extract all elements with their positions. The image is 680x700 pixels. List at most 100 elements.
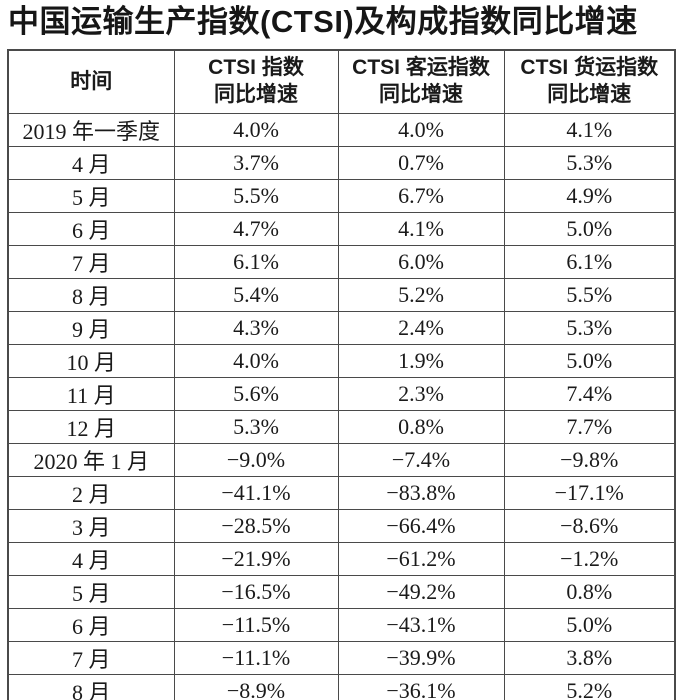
cell-freight-growth: 5.3% [503, 311, 676, 345]
cell-freight-growth: 4.1% [503, 113, 676, 147]
column-header-line2: 同比增速 [214, 83, 298, 106]
cell-freight-growth: 7.4% [503, 377, 676, 411]
table-row: 5 月 5.5% 6.7% 4.9% [7, 179, 676, 213]
cell-time: 10 月 [7, 344, 175, 378]
cell-passenger-growth: −66.4% [337, 509, 505, 543]
column-header-line1: CTSI 指数 [208, 56, 304, 80]
cell-freight-growth: 5.3% [503, 146, 676, 180]
column-header-line1: CTSI 客运指数 [352, 56, 490, 80]
cell-ctsi-growth: 5.4% [173, 278, 339, 312]
page-title: 中国运输生产指数(CTSI)及构成指数同比增速 [8, 4, 638, 39]
cell-passenger-growth: −7.4% [337, 443, 505, 477]
cell-time: 6 月 [7, 212, 175, 246]
cell-passenger-growth: −43.1% [337, 608, 505, 642]
cell-ctsi-growth: 6.1% [173, 245, 339, 279]
table-header-row: 时间 CTSI 指数 同比增速 CTSI 客运指数 同比增速 CTSI 货运指数… [7, 49, 676, 114]
column-header-line1: 时间 [70, 69, 113, 93]
ctsi-growth-table: 时间 CTSI 指数 同比增速 CTSI 客运指数 同比增速 CTSI 货运指数… [7, 49, 676, 700]
cell-ctsi-growth: 4.3% [173, 311, 339, 345]
table-row: 6 月 −11.5% −43.1% 5.0% [7, 608, 676, 642]
cell-ctsi-growth: 4.7% [173, 212, 339, 246]
column-header-line2: 同比增速 [547, 83, 632, 106]
table-row: 2 月 −41.1% −83.8% −17.1% [7, 476, 676, 510]
cell-ctsi-growth: −28.5% [173, 509, 339, 543]
cell-passenger-growth: 6.7% [337, 179, 505, 213]
cell-time: 2020 年 1 月 [7, 443, 175, 477]
table-row: 6 月 4.7% 4.1% 5.0% [7, 212, 676, 246]
cell-time: 5 月 [7, 179, 175, 213]
cell-time: 4 月 [7, 542, 175, 576]
cell-freight-growth: 0.8% [503, 575, 676, 609]
cell-ctsi-growth: 4.0% [173, 113, 339, 147]
cell-freight-growth: 7.7% [503, 410, 676, 444]
cell-time: 8 月 [7, 674, 175, 700]
cell-ctsi-growth: −16.5% [173, 575, 339, 609]
cell-ctsi-growth: −11.1% [173, 641, 339, 675]
cell-passenger-growth: −39.9% [337, 641, 505, 675]
cell-passenger-growth: −83.8% [337, 476, 505, 510]
cell-time: 7 月 [7, 641, 175, 675]
cell-freight-growth: −17.1% [503, 476, 676, 510]
column-header-time: 时间 [7, 49, 175, 114]
cell-passenger-growth: 5.2% [337, 278, 505, 312]
cell-ctsi-growth: 5.3% [173, 410, 339, 444]
table-row: 9 月 4.3% 2.4% 5.3% [7, 311, 676, 345]
cell-passenger-growth: −49.2% [337, 575, 505, 609]
cell-freight-growth: 4.9% [503, 179, 676, 213]
table-row: 8 月 −8.9% −36.1% 5.2% [7, 674, 676, 700]
table-row: 12 月 5.3% 0.8% 7.7% [7, 410, 676, 444]
cell-freight-growth: 5.0% [503, 344, 676, 378]
cell-time: 12 月 [7, 410, 175, 444]
cell-time: 5 月 [7, 575, 175, 609]
cell-passenger-growth: 6.0% [337, 245, 505, 279]
column-header-line1: CTSI 货运指数 [520, 56, 659, 80]
cell-time: 2 月 [7, 476, 175, 510]
cell-freight-growth: 5.0% [503, 212, 676, 246]
table-row: 3 月 −28.5% −66.4% −8.6% [7, 509, 676, 543]
cell-time: 9 月 [7, 311, 175, 345]
cell-passenger-growth: 0.8% [337, 410, 505, 444]
cell-ctsi-growth: −21.9% [173, 542, 339, 576]
table-row: 10 月 4.0% 1.9% 5.0% [7, 344, 676, 378]
cell-freight-growth: 5.5% [503, 278, 676, 312]
column-header-freight-index: CTSI 货运指数 同比增速 [503, 49, 676, 114]
cell-freight-growth: 6.1% [503, 245, 676, 279]
cell-passenger-growth: 0.7% [337, 146, 505, 180]
table-row: 7 月 6.1% 6.0% 6.1% [7, 245, 676, 279]
table-row: 2019 年一季度 4.0% 4.0% 4.1% [7, 113, 676, 147]
column-header-line2: 同比增速 [379, 83, 463, 106]
cell-time: 4 月 [7, 146, 175, 180]
cell-freight-growth: −1.2% [503, 542, 676, 576]
cell-passenger-growth: 2.4% [337, 311, 505, 345]
table-row: 8 月 5.4% 5.2% 5.5% [7, 278, 676, 312]
cell-passenger-growth: 4.1% [337, 212, 505, 246]
cell-passenger-growth: 1.9% [337, 344, 505, 378]
cell-freight-growth: 5.0% [503, 608, 676, 642]
cell-passenger-growth: −36.1% [337, 674, 505, 700]
cell-ctsi-growth: 3.7% [173, 146, 339, 180]
cell-freight-growth: −8.6% [503, 509, 676, 543]
cell-ctsi-growth: −9.0% [173, 443, 339, 477]
cell-time: 8 月 [7, 278, 175, 312]
table-row: 5 月 −16.5% −49.2% 0.8% [7, 575, 676, 609]
table-row: 2020 年 1 月 −9.0% −7.4% −9.8% [7, 443, 676, 477]
cell-passenger-growth: 4.0% [337, 113, 505, 147]
cell-time: 7 月 [7, 245, 175, 279]
cell-ctsi-growth: −11.5% [173, 608, 339, 642]
cell-ctsi-growth: 4.0% [173, 344, 339, 378]
cell-ctsi-growth: 5.5% [173, 179, 339, 213]
cell-freight-growth: −9.8% [503, 443, 676, 477]
cell-time: 11 月 [7, 377, 175, 411]
cell-ctsi-growth: 5.6% [173, 377, 339, 411]
table-row: 4 月 −21.9% −61.2% −1.2% [7, 542, 676, 576]
column-header-ctsi-index: CTSI 指数 同比增速 [173, 49, 339, 114]
table-row: 4 月 3.7% 0.7% 5.3% [7, 146, 676, 180]
cell-ctsi-growth: −41.1% [173, 476, 339, 510]
cell-freight-growth: 3.8% [503, 641, 676, 675]
cell-ctsi-growth: −8.9% [173, 674, 339, 700]
table-row: 7 月 −11.1% −39.9% 3.8% [7, 641, 676, 675]
cell-time: 2019 年一季度 [7, 113, 175, 147]
cell-time: 6 月 [7, 608, 175, 642]
cell-freight-growth: 5.2% [503, 674, 676, 700]
cell-time: 3 月 [7, 509, 175, 543]
